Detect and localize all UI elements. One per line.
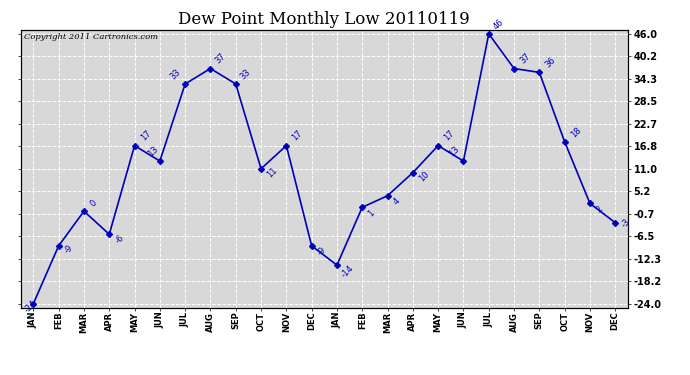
Text: -3: -3 [620, 217, 632, 229]
Text: 17: 17 [139, 129, 152, 143]
Text: 2: 2 [594, 204, 604, 214]
Text: 17: 17 [442, 129, 456, 143]
Text: -9: -9 [316, 245, 328, 257]
Title: Dew Point Monthly Low 20110119: Dew Point Monthly Low 20110119 [179, 12, 470, 28]
Text: 18: 18 [569, 125, 582, 139]
Text: 37: 37 [518, 52, 532, 66]
Text: 37: 37 [213, 52, 227, 66]
Text: 46: 46 [491, 17, 505, 31]
Text: 17: 17 [290, 129, 304, 143]
Text: 33: 33 [239, 67, 253, 81]
Text: -24: -24 [22, 299, 38, 315]
Text: 13: 13 [146, 144, 160, 158]
Text: 11: 11 [265, 166, 279, 180]
Text: -9: -9 [63, 243, 75, 255]
Text: Copyright 2011 Cartronics.com: Copyright 2011 Cartronics.com [23, 33, 158, 41]
Text: 10: 10 [417, 170, 431, 184]
Text: 4: 4 [392, 197, 402, 207]
Text: -6: -6 [113, 233, 126, 245]
Text: -14: -14 [339, 263, 355, 279]
Text: 0: 0 [88, 198, 98, 208]
Text: 1: 1 [366, 209, 377, 218]
Text: 33: 33 [168, 67, 182, 81]
Text: 13: 13 [447, 144, 461, 158]
Text: 36: 36 [544, 56, 558, 70]
